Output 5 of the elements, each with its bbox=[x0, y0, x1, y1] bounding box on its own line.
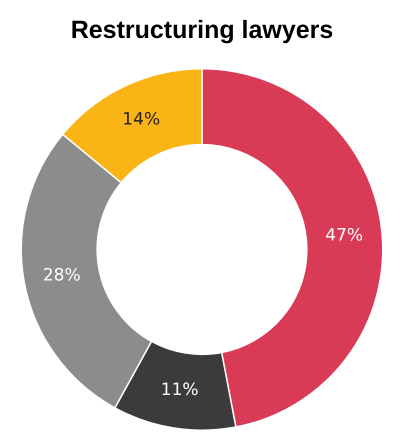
data-label: 11% bbox=[160, 380, 199, 400]
data-label: 47% bbox=[325, 225, 364, 246]
data-label: 14% bbox=[122, 110, 160, 130]
data-label: 28% bbox=[42, 266, 81, 286]
chart-title: Restructuring lawyers bbox=[70, 16, 334, 44]
